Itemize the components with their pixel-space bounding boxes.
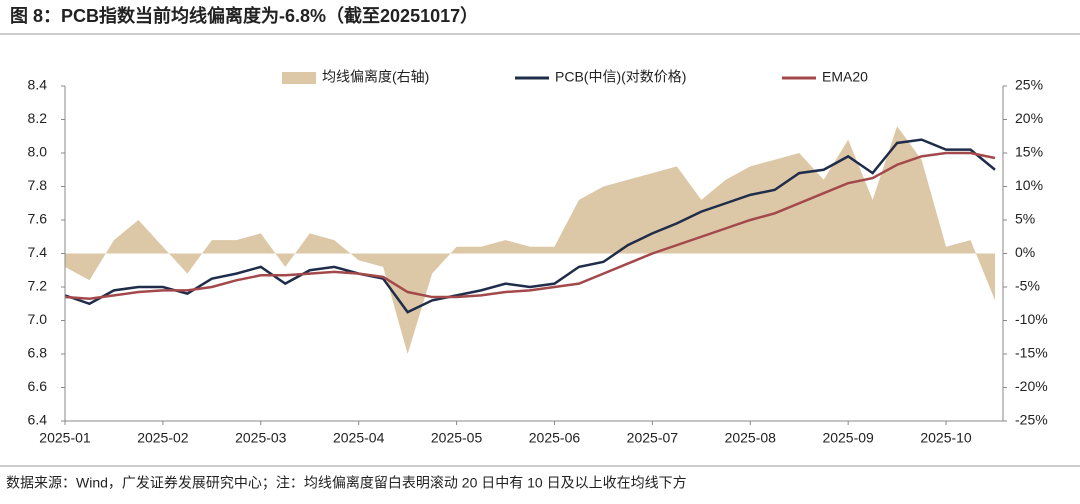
y-tick-label: 7.6 [28,211,48,227]
y2-tick-label: 10% [1015,177,1043,193]
line [64,151,996,300]
x-tick-label: 2025-05 [431,430,483,446]
line [64,138,996,314]
y2-tick-label: 5% [1015,211,1035,227]
y2-tick-label: 15% [1015,144,1043,160]
x-tick-label: 2025-09 [822,430,874,446]
y2-tick-label: 25% [1015,77,1043,93]
y-tick-label: 7.8 [28,177,48,193]
y2-tick-label: -15% [1015,345,1048,361]
y-tick-label: 8.0 [28,144,48,160]
y-tick-label: 8.4 [28,77,48,93]
legend-label: 均线偏离度(右轴) [322,69,429,85]
y2-tick-label: -10% [1015,311,1048,327]
y-tick-label: 8.2 [28,110,48,126]
y-tick-label: 7.2 [28,278,48,294]
y2-tick-label: -5% [1015,278,1040,294]
x-tick-label: 2025-02 [137,430,189,446]
x-tick-label: 2025-04 [333,430,385,446]
legend-swatch [282,72,316,84]
y2-tick-label: -20% [1015,378,1048,394]
y-tick-label: 7.0 [28,311,48,327]
y2-tick-label: -25% [1015,412,1048,428]
x-tick-label: 2025-01 [39,430,91,446]
y-tick-label: 7.4 [28,244,48,260]
x-tick-label: 2025-07 [627,430,679,446]
x-tick-label: 2025-10 [920,430,972,446]
y-tick-label: 6.8 [28,345,48,361]
x-tick-label: 2025-08 [725,430,777,446]
x-tick-label: 2025-06 [529,430,581,446]
legend-label: EMA20 [822,69,868,85]
y2-tick-label: 0% [1015,244,1035,260]
legend-label: PCB(中信)(对数价格) [555,69,686,85]
chart-title: 图 8：PCB指数当前均线偏离度为-6.8%（截至20251017） [10,5,478,26]
x-tick-label: 2025-03 [235,430,287,446]
y2-tick-label: 20% [1015,110,1043,126]
y-tick-label: 6.4 [28,412,48,428]
source-note: 数据来源：Wind，广发证券发展研究中心；注：均线偏离度留白表明滚动 20 日中… [6,475,687,492]
area [65,126,995,354]
y-tick-label: 6.6 [28,378,48,394]
